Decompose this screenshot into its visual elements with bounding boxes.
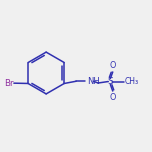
Text: CH₃: CH₃: [125, 77, 139, 86]
Text: NH: NH: [87, 77, 100, 86]
Text: O: O: [110, 93, 116, 102]
Text: Br: Br: [4, 79, 13, 88]
Text: O: O: [110, 61, 116, 71]
Text: S: S: [107, 77, 113, 86]
